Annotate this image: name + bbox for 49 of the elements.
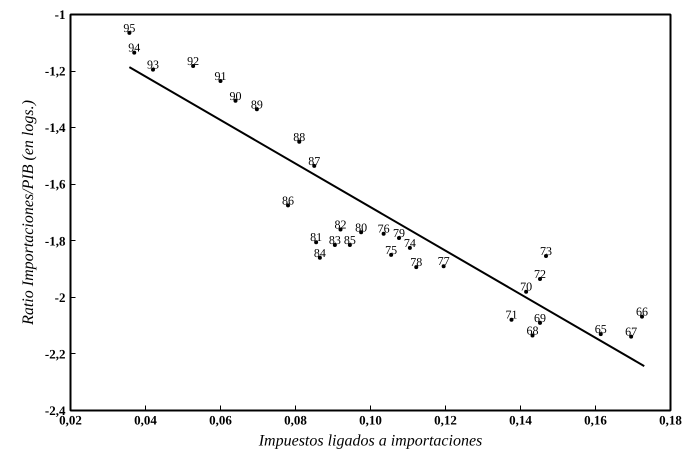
annotation: 92 [187, 54, 200, 68]
annotation: 93 [147, 58, 159, 72]
annotation: 73 [540, 244, 552, 258]
annotation: 79 [393, 226, 405, 240]
y-tick-label: -1 [54, 7, 66, 22]
annotation: 65 [594, 322, 607, 336]
annotation: 78 [410, 255, 422, 270]
annotation: 88 [293, 130, 306, 144]
annotation: 90 [230, 88, 242, 103]
y-tick-label: -1,2 [44, 64, 66, 79]
y-tick-label: -2,2 [44, 346, 66, 362]
annotation: 81 [310, 230, 322, 244]
annotation: 87 [308, 154, 320, 168]
annotation: 91 [214, 68, 226, 83]
annotation: 74 [404, 236, 416, 250]
y-tick-label: -1,6 [44, 176, 66, 192]
annotation: 86 [282, 193, 294, 208]
x-tick-label: 0,08 [284, 412, 308, 428]
annotation: 84 [314, 246, 326, 260]
x-axis-title: Impuestos ligados a importaciones [258, 432, 482, 450]
annotation: 89 [250, 97, 263, 112]
annotation: 67 [625, 324, 638, 339]
annotation: 69 [534, 310, 546, 325]
annotation: 71 [506, 308, 518, 322]
y-tick-label: -1,4 [44, 120, 66, 136]
annotation: 77 [438, 254, 450, 268]
x-tick-label: 0,10 [359, 412, 382, 428]
x-tick-label: 0,14 [509, 412, 532, 428]
y-axis-title: Ratio Importaciones/PIB (en logs.) [20, 100, 37, 326]
annotation: 85 [344, 233, 356, 248]
annotation: 82 [334, 217, 346, 232]
annotation: 83 [328, 233, 341, 248]
y-tick-label: -2 [54, 290, 66, 305]
x-tick-label: 0,18 [659, 412, 682, 428]
annotation: 94 [128, 40, 140, 55]
x-tick-label: 0,04 [134, 412, 158, 428]
x-tick-label: 0,12 [434, 412, 457, 428]
annotation: 70 [520, 280, 532, 294]
annotation: 66 [636, 304, 648, 319]
annotation: 72 [534, 266, 546, 281]
annotation: 68 [526, 324, 538, 338]
annotation: 95 [123, 20, 136, 35]
annotation: 75 [385, 242, 398, 257]
annotation: 80 [355, 220, 368, 234]
x-tick-label: 0,06 [209, 412, 232, 428]
annotation: 76 [378, 222, 390, 236]
x-tick-label: 0,16 [584, 412, 608, 428]
y-tick-label: -2,4 [44, 403, 66, 418]
y-tick-label: -1,8 [44, 233, 66, 248]
